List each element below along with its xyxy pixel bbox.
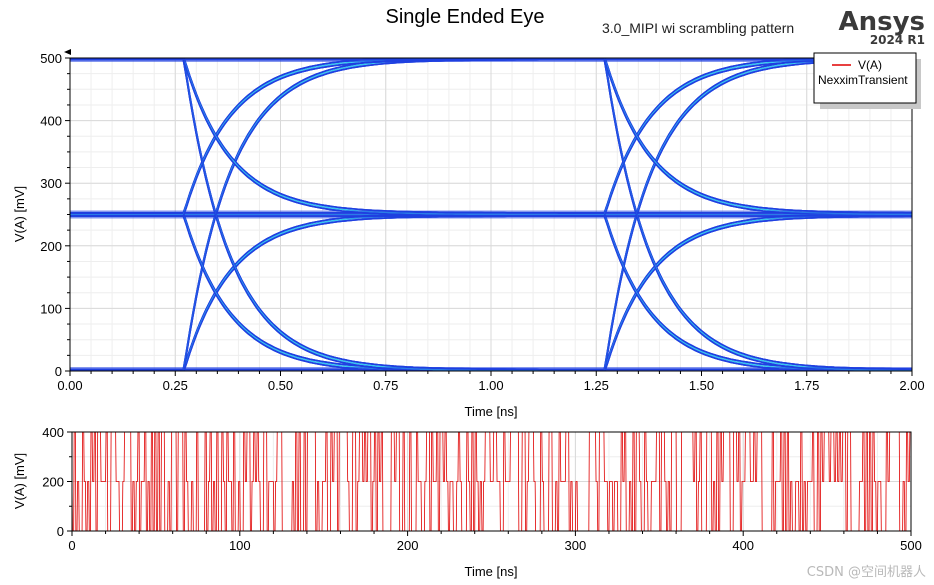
transient-y-tick-label: 0 [57,524,64,539]
eye-x-tick-label: 1.25 [584,378,609,393]
eye-axis-ticks: 0.00 0.25 0.50 0.75 1.00 1.25 1.50 1.75 2.00 0 100… [40,51,924,393]
release-label: 2024 R1 [870,33,925,47]
eye-trace-line [70,58,912,215]
eye-x-tick-label: 0.25 [163,378,188,393]
eye-x-tick-label: 0.00 [57,378,82,393]
legend-series-name: V(A) [858,58,882,72]
transient-waveform-line [72,432,911,531]
brand-logo: Ansys [838,7,925,37]
eye-level-band [70,367,912,371]
transient-x-tick-label: 0 [68,538,75,553]
transient-x-tick-label: 100 [229,538,251,553]
eye-y-tick-label: 500 [40,51,62,66]
eye-y-axis-label: V(A) [mV] [12,186,27,242]
eye-x-tick-label: 1.75 [794,378,819,393]
eye-trace-line [70,58,912,371]
transient-trace [72,432,911,531]
legend-box[interactable] [813,52,917,104]
eye-x-axis-label: Time [ns] [465,404,518,419]
transient-axis-ticks: 0 100 200 300 400 500 0 200 400 [42,425,922,553]
eye-x-tick-label: 1.50 [689,378,714,393]
eye-y-tick-label: 400 [40,114,62,129]
eye-plot: 0.00 0.25 0.50 0.75 1.00 1.25 1.50 1.75 2.00 0 100… [12,49,925,419]
transient-plot: 0 100 200 300 400 500 0 200 400 Time [ns] V(A) [… [12,425,922,579]
eye-trace-line [70,58,430,214]
transient-y-tick-label: 400 [42,425,64,440]
eye-trace-line [603,58,912,370]
eye-trace-line [604,58,912,214]
eye-x-tick-label: 1.00 [478,378,503,393]
legend[interactable]: V(A) NexximTransient [813,52,921,109]
transient-x-tick-label: 400 [732,538,754,553]
eye-trace-line [70,58,912,371]
transient-x-axis-label: Time [ns] [465,564,518,579]
transient-y-tick-label: 200 [42,475,64,490]
eye-y-tick-label: 100 [40,301,62,316]
eye-x-tick-label: 0.50 [268,378,293,393]
eye-y-tick-label: 0 [55,364,62,379]
chart-title: Single Ended Eye [385,6,544,28]
marker-triangle-icon[interactable] [64,49,71,55]
eye-x-tick-label: 2.00 [899,378,924,393]
eye-y-tick-label: 200 [40,239,62,254]
eye-level-band [70,58,912,62]
eye-level-band [70,210,912,219]
transient-x-tick-label: 200 [397,538,419,553]
watermark: CSDN @空间机器人 [807,565,926,580]
eye-x-tick-label: 0.75 [373,378,398,393]
legend-source: NexximTransient [818,73,908,87]
transient-x-tick-label: 500 [900,538,922,553]
eye-y-tick-label: 300 [40,176,62,191]
chart-subtitle: 3.0_MIPI wi scrambling pattern [602,20,794,36]
transient-x-tick-label: 300 [565,538,587,553]
transient-y-axis-label: V(A) [mV] [12,453,27,509]
